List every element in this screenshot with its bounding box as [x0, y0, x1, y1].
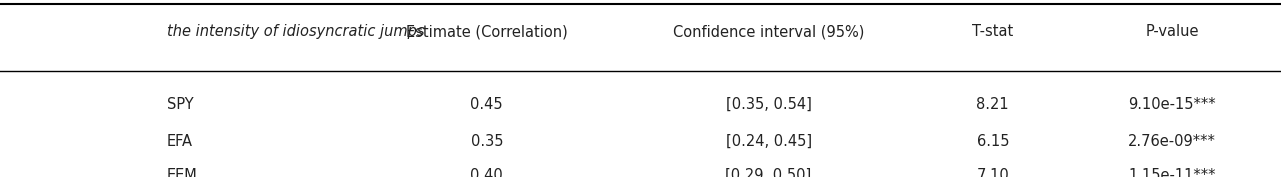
Text: [0.24, 0.45]: [0.24, 0.45] [725, 134, 812, 149]
Text: 8.21: 8.21 [976, 97, 1009, 112]
Text: Estimate (Correlation): Estimate (Correlation) [406, 24, 567, 39]
Text: [0.29, 0.50]: [0.29, 0.50] [725, 168, 812, 177]
Text: 1.15e-11***: 1.15e-11*** [1129, 168, 1216, 177]
Text: 9.10e-15***: 9.10e-15*** [1129, 97, 1216, 112]
Text: EEM: EEM [167, 168, 197, 177]
Text: T-stat: T-stat [972, 24, 1013, 39]
Text: Confidence interval (95%): Confidence interval (95%) [673, 24, 865, 39]
Text: SPY: SPY [167, 97, 193, 112]
Text: 0.45: 0.45 [470, 97, 503, 112]
Text: the intensity of idiosyncratic jumps: the intensity of idiosyncratic jumps [167, 24, 424, 39]
Text: 0.35: 0.35 [470, 134, 503, 149]
Text: 6.15: 6.15 [976, 134, 1009, 149]
Text: P-value: P-value [1145, 24, 1199, 39]
Text: EFA: EFA [167, 134, 192, 149]
Text: 2.76e-09***: 2.76e-09*** [1129, 134, 1216, 149]
Text: 7.10: 7.10 [976, 168, 1009, 177]
Text: 0.40: 0.40 [470, 168, 503, 177]
Text: [0.35, 0.54]: [0.35, 0.54] [725, 97, 812, 112]
